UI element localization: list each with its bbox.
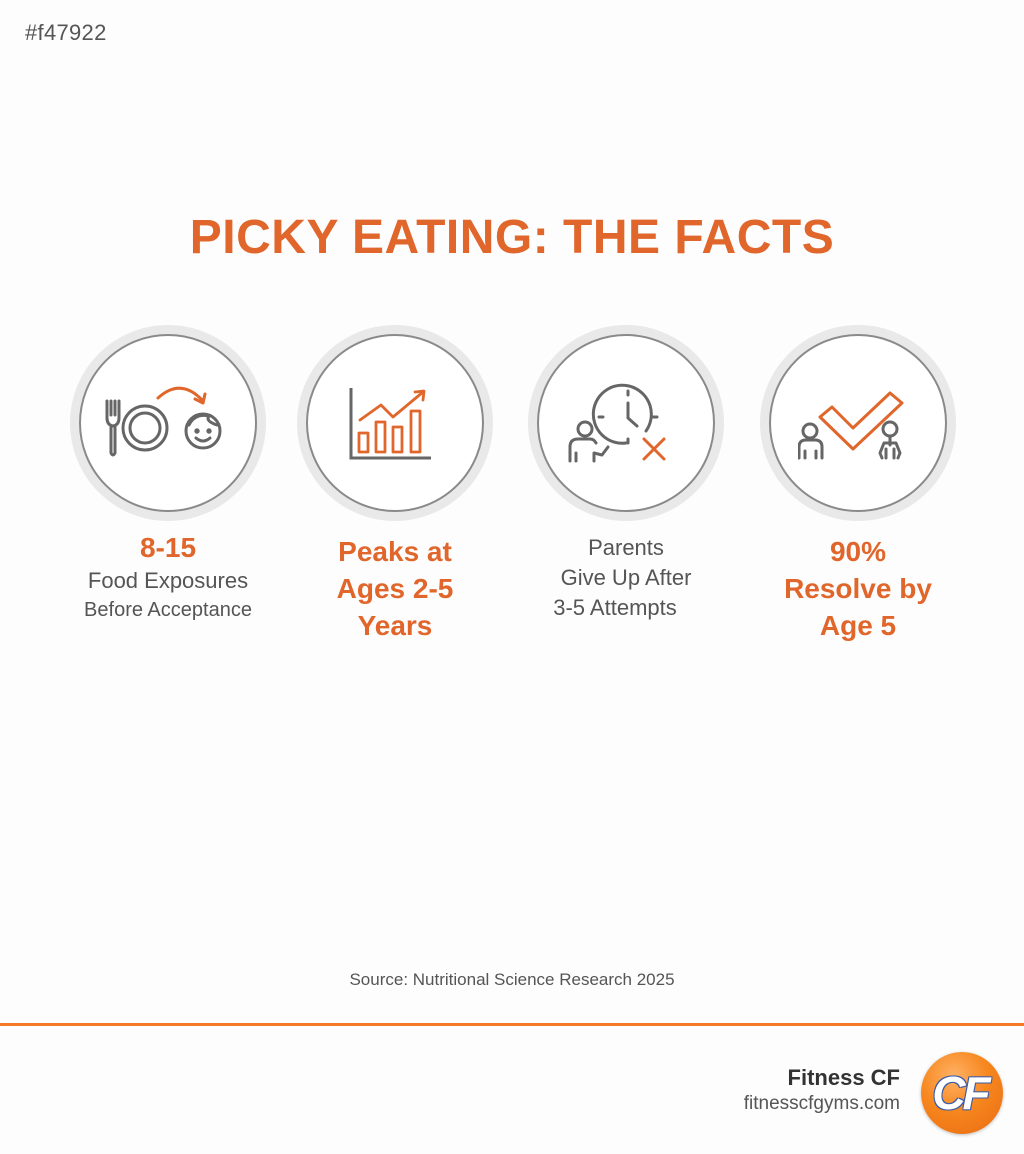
fork-plate-child-icon	[105, 386, 222, 457]
fact-line: Parents	[588, 535, 664, 560]
fact-caption: Parents Give Up After 3-5 Attempts	[526, 533, 726, 623]
fact-caption: 90% Resolve by Age 5	[758, 533, 958, 644]
fact-line: Give Up After	[560, 565, 692, 590]
fact-line: Peaks at	[338, 536, 452, 567]
icon-circle	[297, 325, 493, 521]
fact-line: 3-5 Attempts	[553, 595, 677, 620]
page-title: PICKY EATING: THE FACTS	[189, 211, 835, 264]
icon-circle	[528, 325, 724, 521]
fact-caption: 8-15 Food Exposures Before Acceptance	[68, 529, 268, 624]
brand-logo: CF	[921, 1052, 1003, 1134]
source-citation: Source: Nutritional Science Research 202…	[349, 970, 675, 989]
fact-value: 90%	[829, 536, 887, 567]
person-clock-cancel-icon	[568, 383, 666, 463]
bar-chart-trend-icon	[349, 388, 431, 460]
color-hex-label: #f47922	[25, 20, 107, 45]
logo-text: CF	[932, 1067, 990, 1119]
fact-line: Years	[357, 610, 433, 641]
brand-name: Fitness CF	[787, 1065, 900, 1090]
fact-line: Resolve by	[784, 573, 932, 604]
fact-line: Food Exposures	[87, 568, 249, 593]
fact-line: Age 5	[819, 610, 897, 641]
fact-card-resolve: 90% Resolve by Age 5	[758, 325, 958, 644]
fact-line: Ages 2-5	[336, 573, 454, 604]
fact-card-parents-give-up: Parents Give Up After 3-5 Attempts	[526, 325, 726, 623]
fact-card-peak-ages: Peaks at Ages 2-5 Years	[295, 325, 495, 644]
adult-check-child-icon	[798, 391, 904, 460]
icon-circle	[70, 325, 266, 521]
brand-block: Fitness CF fitnesscfgyms.com	[744, 1064, 900, 1116]
footer-divider	[0, 1023, 1024, 1026]
fact-value: 8-15	[139, 532, 197, 563]
brand-url[interactable]: fitnesscfgyms.com	[743, 1093, 900, 1114]
fact-line: Before Acceptance	[84, 599, 252, 621]
fact-card-exposures: 8-15 Food Exposures Before Acceptance	[68, 325, 268, 624]
icon-circle	[760, 325, 956, 521]
fact-caption: Peaks at Ages 2-5 Years	[295, 533, 495, 644]
